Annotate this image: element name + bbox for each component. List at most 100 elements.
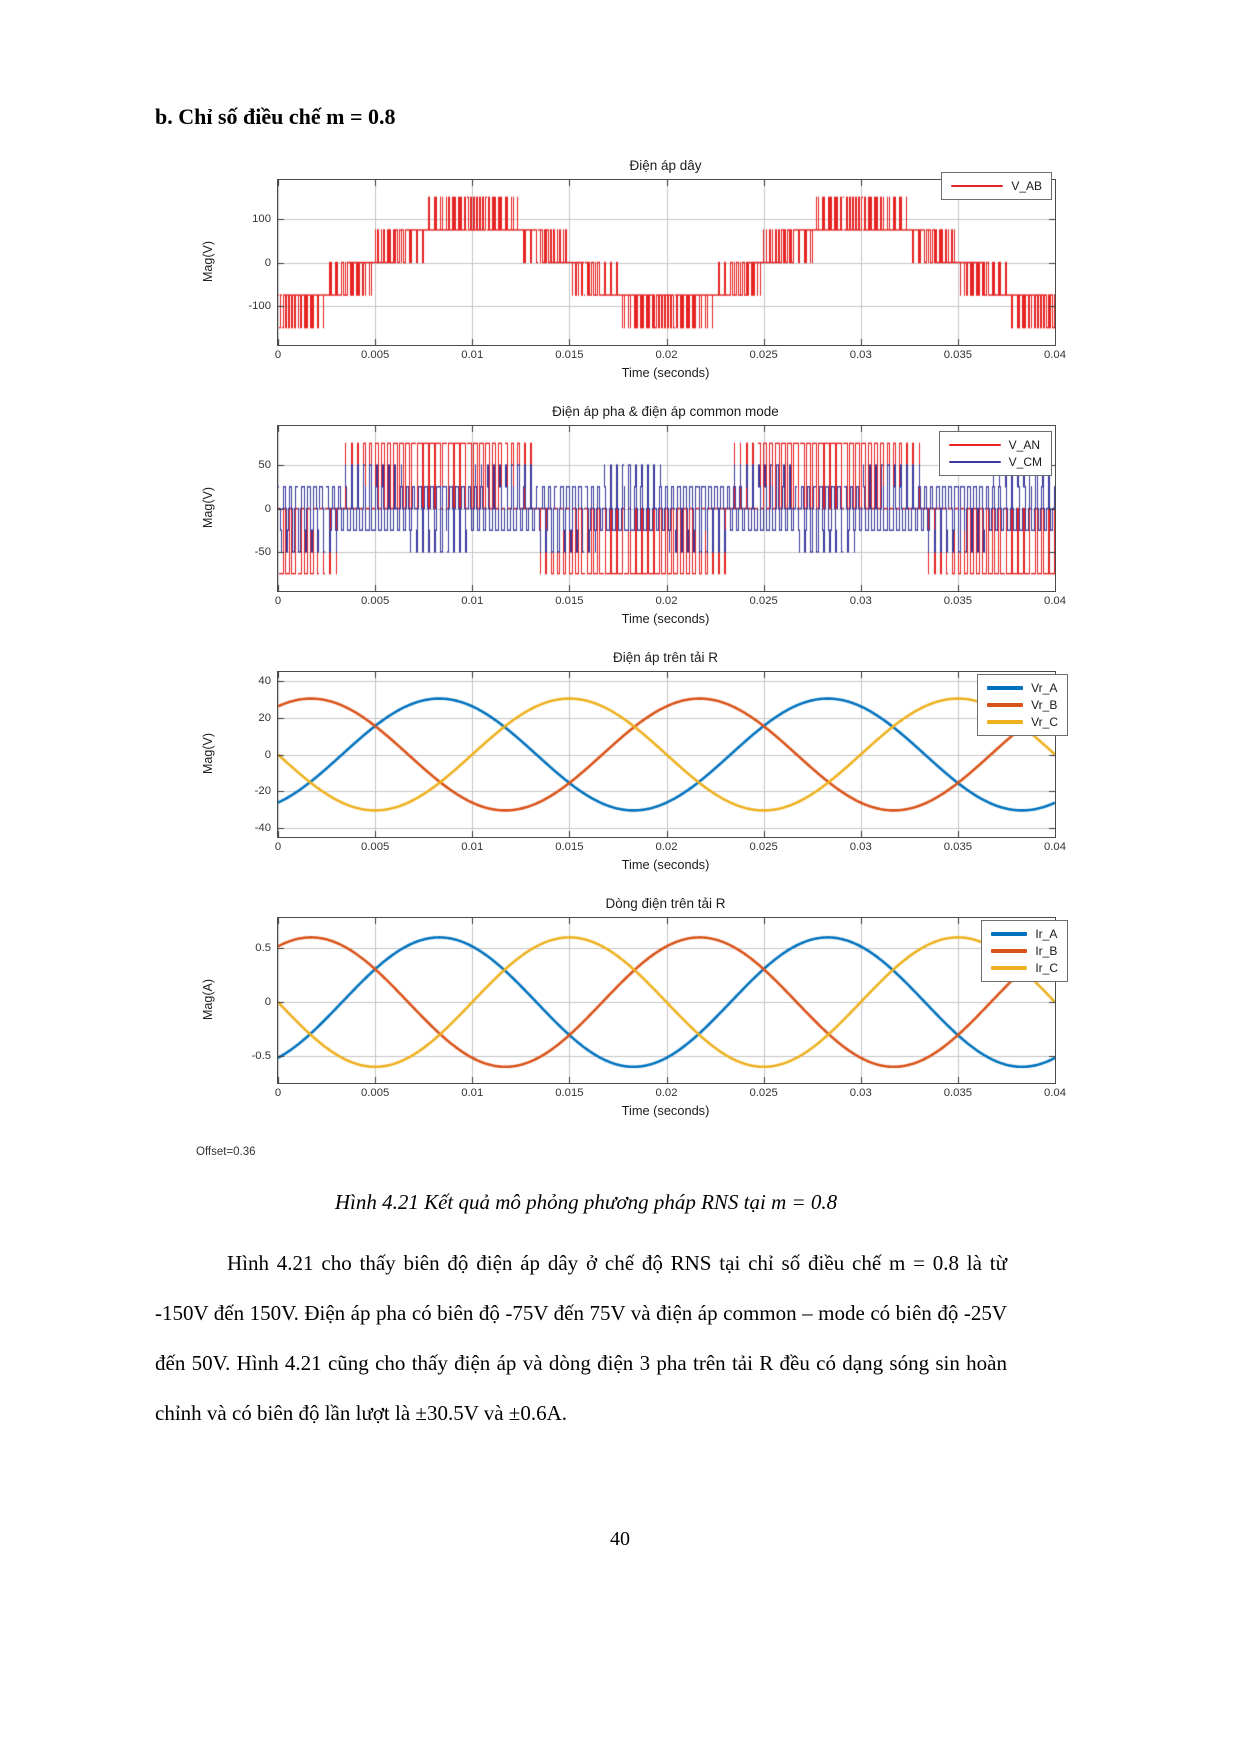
- x-tick-label: 0.03: [849, 349, 872, 361]
- legend-entry: Ir_B: [991, 944, 1058, 958]
- y-tick-label: 0: [264, 502, 271, 515]
- x-tick-label: 0.015: [555, 595, 584, 607]
- legend-entry: V_AN: [948, 438, 1042, 452]
- legend-line-sample-icon: [987, 686, 1024, 690]
- x-tick-label: 0.025: [749, 841, 778, 853]
- x-tick-label: 0.02: [655, 595, 678, 607]
- body-paragraph: Hình 4.21 cho thấy biên độ điện áp dây ở…: [155, 1251, 1007, 1425]
- y-tick-label: 50: [258, 459, 271, 472]
- chart-title: Dòng điện trên tải R: [605, 896, 726, 911]
- x-tick-label: 0.015: [555, 841, 584, 853]
- section-heading: b. Chỉ số điều chế m = 0.8: [155, 104, 396, 129]
- x-tick-label: 0.02: [655, 841, 678, 853]
- x-tick-label: 0.015: [555, 1087, 584, 1099]
- x-tick-label: 0.04: [1044, 1087, 1066, 1099]
- y-tick-label: -0.5: [251, 1050, 271, 1063]
- x-tick-label: 0.025: [749, 349, 778, 361]
- waveform-canvas: [278, 426, 1055, 591]
- legend-label: Vr_A: [1031, 681, 1058, 695]
- x-tick-label: 0.035: [943, 1087, 973, 1099]
- chart-load-current: Dòng điện trên tải R Mag(A) 0.5 0 -0.5 0 0.…: [0, 896, 1240, 1142]
- x-tick-label: 0.01: [461, 1087, 484, 1099]
- legend-entry: Ir_A: [991, 927, 1058, 941]
- x-tick-label: 0: [274, 841, 282, 853]
- y-tick-label: -40: [254, 821, 271, 834]
- chart-title: Điện áp trên tải R: [612, 650, 719, 665]
- legend: V_AN V_CM: [938, 431, 1052, 476]
- waveform-canvas: [278, 180, 1055, 345]
- x-tick-label: 0: [274, 595, 282, 607]
- legend-line-sample-icon: [991, 932, 1028, 936]
- legend-label: Ir_A: [1035, 927, 1058, 941]
- figure-panel: Điện áp dây Mag(V) 100 0 -100 0 0.005 0.01 0.…: [0, 158, 1240, 1142]
- legend-line-sample-icon: [991, 966, 1028, 970]
- x-tick-label: 0.01: [461, 349, 484, 361]
- y-tick-label: 20: [258, 711, 271, 724]
- x-tick-label: 0.02: [655, 1087, 678, 1099]
- plot-frame: 100 0 -100 0 0.005 0.01 0.015 0.02 0.025 0.03 0.0…: [248, 172, 1066, 361]
- x-tick-label: 0.035: [943, 349, 973, 361]
- y-tick-label: 0: [264, 996, 271, 1009]
- chart-load-voltage: Điện áp trên tải R Mag(V) 40 20 0 -20 -40 0 0…: [0, 650, 1240, 896]
- offset-label: Offset=0.36: [196, 1146, 256, 1158]
- x-tick-label: 0: [274, 1087, 282, 1099]
- legend: V_AB: [941, 172, 1052, 200]
- figure-caption: Hình 4.21 Kết quả mô phỏng phương pháp R…: [334, 1190, 838, 1214]
- x-tick-label: 0.025: [749, 1087, 778, 1099]
- legend-entry: V_CM: [948, 455, 1042, 469]
- x-axis-ticks: 0 0.005 0.01 0.015 0.02 0.025 0.03 0.035 0.04: [274, 837, 1066, 853]
- x-axis-label: Time (seconds): [621, 857, 710, 872]
- x-tick-label: 0.01: [461, 595, 484, 607]
- legend-line-sample-icon: [948, 444, 1001, 446]
- legend-label: Ir_C: [1035, 961, 1058, 975]
- plot-frame: 40 20 0 -20 -40 0 0.005 0.01 0.015 0.02 0.025 0.03…: [255, 671, 1068, 853]
- x-tick-label: 0.035: [943, 841, 973, 853]
- legend-line-sample-icon: [987, 703, 1024, 707]
- y-tick-label: 40: [258, 675, 271, 688]
- x-tick-label: 0.005: [360, 841, 390, 853]
- legend-label: Vr_C: [1031, 715, 1058, 729]
- x-tick-label: 0.04: [1044, 841, 1066, 853]
- plot-frame: 0.5 0 -0.5 0 0.005 0.01 0.015 0.02 0.025 0.03 0.0…: [252, 917, 1068, 1099]
- x-axis-ticks: 0 0.005 0.01 0.015 0.02 0.025 0.03 0.035 0.04: [274, 591, 1066, 607]
- y-axis-label: Mag(V): [201, 733, 215, 774]
- waveform-canvas: [278, 918, 1055, 1083]
- legend-entry: Vr_A: [987, 681, 1058, 695]
- y-tick-label: 0: [264, 256, 271, 269]
- legend-line-sample-icon: [987, 720, 1024, 724]
- x-tick-label: 0.035: [943, 595, 973, 607]
- x-axis-label: Time (seconds): [621, 365, 710, 380]
- x-tick-label: 0.005: [360, 1087, 390, 1099]
- x-tick-label: 0.005: [360, 349, 390, 361]
- legend: Vr_A Vr_B Vr_C: [977, 674, 1068, 736]
- chart-title: Điện áp pha & điện áp common mode: [552, 404, 779, 419]
- x-tick-label: 0.04: [1044, 349, 1066, 361]
- x-tick-label: 0: [274, 349, 282, 361]
- chart-title: Điện áp dây: [629, 158, 702, 173]
- legend-entry: Ir_C: [991, 961, 1058, 975]
- x-tick-label: 0.04: [1044, 595, 1066, 607]
- x-axis-ticks: 0 0.005 0.01 0.015 0.02 0.025 0.03 0.035 0.04: [274, 1083, 1066, 1099]
- y-tick-label: -20: [254, 785, 271, 798]
- legend-label: V_AB: [1011, 179, 1042, 193]
- x-tick-label: 0.02: [655, 349, 678, 361]
- legend-label: V_CM: [1008, 455, 1042, 469]
- x-tick-label: 0.03: [849, 841, 872, 853]
- waveform-canvas: [278, 672, 1055, 837]
- legend-line-sample-icon: [948, 461, 1001, 463]
- legend: Ir_A Ir_B Ir_C: [981, 920, 1068, 982]
- chart-phase-and-common-mode-voltage: Điện áp pha & điện áp common mode Mag(V)…: [0, 404, 1240, 650]
- y-tick-label: 0: [264, 748, 271, 761]
- legend-entry: Vr_B: [987, 698, 1058, 712]
- x-tick-label: 0.03: [849, 595, 872, 607]
- x-axis-label: Time (seconds): [621, 1103, 710, 1118]
- legend-label: Ir_B: [1035, 944, 1058, 958]
- y-tick-label: 100: [252, 213, 271, 226]
- page-number: 40: [610, 1528, 630, 1550]
- x-tick-label: 0.015: [555, 349, 584, 361]
- y-axis-label: Mag(V): [201, 487, 215, 528]
- plot-frame: 50 0 -50 0 0.005 0.01 0.015 0.02 0.025 0.03 0.035…: [255, 425, 1066, 607]
- legend-label: Vr_B: [1031, 698, 1058, 712]
- y-axis-label: Mag(A): [201, 979, 215, 1020]
